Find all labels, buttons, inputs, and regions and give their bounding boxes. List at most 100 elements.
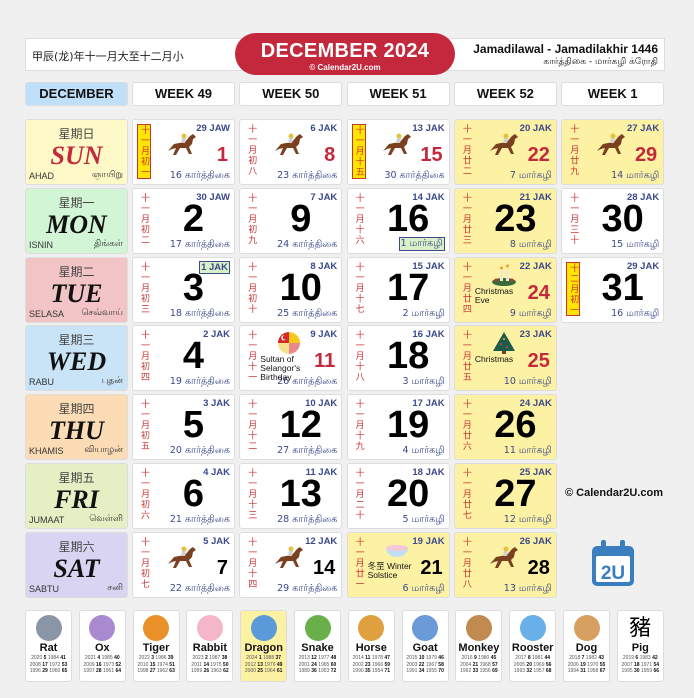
date-cell-29[interactable]: 十一月廿九 27 JAK 14 மார்கழி 29	[561, 119, 665, 185]
day-label-wed: 星期三 WED RABU புதன்	[25, 325, 128, 392]
date-cell-26[interactable]: 十一月廿六 24 JAK 11 மார்கழி 26	[453, 394, 557, 461]
day-label-thu: 星期四 THU KHAMIS வியாழன்	[25, 394, 128, 461]
zodiac-years-row: 1993 32 1957 68	[510, 668, 555, 675]
date-cell-28[interactable]: 十一月廿八 26 JAK 13 மார்கழி 28	[453, 531, 557, 598]
day-label-sun: 星期日 SUN AHAD ஞாயிறு	[25, 119, 128, 185]
date-cell-17[interactable]: 十一月十七 15 JAK 2 மார்கழி 17	[346, 256, 450, 323]
date-cell-13[interactable]: 十一月十三 11 JAK 28 கார்த்திகை 13	[239, 463, 343, 529]
date-cell-10[interactable]: 十一月初十 8 JAK 25 கார்த்திகை 10	[239, 256, 343, 323]
date-cell-23[interactable]: 十一月廿三 21 JAK 8 மார்கழி 23	[453, 187, 557, 254]
date-cell-8[interactable]: 十一月初八 6 JAK 23 கார்த்திகை 8	[239, 119, 343, 185]
date-cell-16[interactable]: 十一月十六 14 JAK 1 மார்கழி 16	[346, 187, 450, 254]
week-header-week-50[interactable]: WEEK 50	[239, 82, 343, 106]
year: 2019	[622, 655, 635, 661]
year: 2009	[83, 661, 95, 668]
zodiac-rat[interactable]: Rat 2020 5 1984 41 2008 17 1972 53 1996 2…	[25, 610, 72, 682]
zodiac-dog[interactable]: Dog 2018 7 1982 43 2006 19 1970 55 1994 3…	[563, 610, 610, 682]
date-cell-30[interactable]: 十一月三十 28 JAK 15 மார்கழி 30	[561, 187, 665, 254]
tamil-date: 21 கார்த்திகை	[169, 514, 230, 525]
date-cell-9[interactable]: 十一月初九 7 JAK 24 கார்த்திகை 9	[239, 187, 343, 254]
date-cell-1[interactable]: 十一月初一 29 JAW 16 கார்த்திகை 1	[132, 119, 235, 185]
year: 1969	[533, 661, 545, 668]
horse-racing-icon	[487, 129, 521, 159]
age: 47	[384, 655, 390, 661]
day-chinese: 星期二	[58, 264, 95, 279]
hijri-date: 8 JAK	[310, 260, 338, 272]
year: 1959	[640, 668, 653, 674]
zodiac-rabbit[interactable]: Rabbit 2023 2 1987 38 2011 14 1975 50 199…	[186, 610, 234, 682]
zodiac-horse[interactable]: Horse 2014 11 1978 47 2002 23 1966 59 199…	[347, 610, 395, 682]
date-cell-15[interactable]: 十一月十五 13 JAK 30 கார்த்திகை 15	[346, 119, 450, 185]
year: 1981	[531, 655, 544, 661]
date-cell-24[interactable]: 十一月廿四 22 JAK 9 மார்கழி Christmas Eve 24	[453, 256, 557, 323]
date-cell-14[interactable]: 十一月十四 12 JAK 29 கார்த்திகை 14	[239, 531, 343, 598]
rabbit-icon	[196, 615, 223, 641]
year: 2008	[29, 661, 41, 668]
zodiac-rooster[interactable]: Rooster 2017 8 1981 44 2005 20 1969 56 19…	[509, 610, 557, 682]
year: 1962	[156, 668, 168, 674]
age: 22	[418, 661, 425, 668]
age: 45	[490, 655, 497, 661]
date-cell-22[interactable]: 十一月廿二 20 JAK 7 மார்கழி 22	[453, 119, 557, 185]
year: 2020	[31, 655, 43, 661]
date-cell-6[interactable]: 十一月初六 4 JAK 21 கார்த்திகை 6	[132, 463, 235, 529]
day-english: SUN	[50, 141, 103, 170]
date-cell-3[interactable]: 十一月初三 1 JAK 18 கார்த்திகை 3	[132, 256, 235, 323]
date-cell-18[interactable]: 十一月十八 16 JAK 3 மார்கழி 18	[346, 325, 450, 392]
hijri-date: 7 JAK	[310, 191, 338, 203]
zodiac-years-row: 2020 5 1984 41	[26, 655, 71, 662]
age: 4	[97, 655, 101, 661]
date-cell-20[interactable]: 十一月二十 18 JAK 5 மார்கழி 20	[346, 463, 450, 529]
date-cell-21[interactable]: 十一月廿一 19 JAK 6 மார்கழி 冬至 Winter Solstice 21	[346, 531, 450, 598]
year: 1973	[102, 661, 115, 668]
year: 1974	[156, 661, 168, 668]
week-header-week-49[interactable]: WEEK 49	[132, 82, 235, 106]
zodiac-monkey[interactable]: Monkey 2016 9 1980 45 2004 21 1968 57 199…	[455, 610, 503, 682]
chinese-lunar-date: 十一月十二	[246, 399, 257, 452]
zodiac-snake[interactable]: Snake 2013 12 1977 48 2001 24 1965 60 198…	[294, 610, 341, 682]
date-cell-31[interactable]: 十二月初一 29 JAK 16 மார்கழி 31	[561, 256, 665, 323]
selangor-flag-icon	[276, 332, 302, 355]
horse-racing-icon	[594, 129, 628, 159]
week-header-week-52[interactable]: WEEK 52	[453, 82, 557, 106]
zodiac-years-row: 2011 14 1975 50	[187, 662, 232, 669]
zodiac-years-row: 1998 27 1962 63	[134, 668, 179, 675]
zodiac-dragon[interactable]: Dragon 2024 1 1988 37 2012 13 1976 49 200…	[240, 610, 288, 682]
age: 17	[42, 661, 48, 668]
day-chinese: 星期日	[58, 127, 95, 141]
year: 1993	[513, 668, 526, 674]
zodiac-years-row: 2015 10 1979 46	[403, 655, 448, 662]
zodiac-name: Rooster	[511, 642, 554, 654]
date-cell-12[interactable]: 十一月十二 10 JAK 27 கார்த்திகை 12	[239, 394, 343, 461]
date-cell-2[interactable]: 十一月初二 30 JAW 17 கார்த்திகை 2	[132, 187, 235, 254]
zodiac-ox[interactable]: Ox 2021 4 1985 40 2009 16 1973 52 1997 28…	[78, 610, 126, 682]
date-cell-27[interactable]: 十一月廿七 25 JAK 12 மார்கழி 27	[453, 463, 557, 529]
dragon-icon	[250, 615, 277, 641]
zodiac-years-row: 2008 17 1972 53	[26, 662, 71, 669]
year: 2015	[406, 655, 418, 661]
chinese-lunar-date: 十一月廿三	[460, 192, 471, 246]
age: 11	[365, 655, 371, 661]
date-cell-4[interactable]: 十一月初四 2 JAK 19 கார்த்திகை 4	[132, 325, 235, 392]
zodiac-pig[interactable]: 豬 Pig 2019 6 1983 42 2007 18 1971 54 1995 …	[616, 610, 664, 682]
date-cell-25[interactable]: 十一月廿五 23 JAK 10 மார்கழி Christmas 25	[453, 325, 557, 392]
date-cell-19[interactable]: 十一月十九 17 JAK 4 மார்கழி 19	[346, 394, 450, 461]
calendar2u-logo-icon[interactable]: 2U	[590, 538, 636, 588]
zodiac-years-row: 2023 2 1987 38	[187, 655, 232, 662]
chinese-lunar-date: 十一月廿五	[460, 330, 471, 383]
date-cell-11[interactable]: 十一月十一 9 JAK 26 கார்த்திகை Sultan of Selango…	[239, 325, 343, 392]
year: 2003	[406, 661, 418, 668]
zodiac-goat[interactable]: Goat 2015 10 1979 46 2003 22 1967 58 1991…	[401, 610, 449, 682]
year: 1960	[49, 668, 61, 674]
week-header-week-51[interactable]: WEEK 51	[346, 82, 450, 106]
year: 1983	[639, 655, 651, 661]
week-header-week-1[interactable]: WEEK 1	[561, 82, 665, 106]
date-cell-7[interactable]: 十一月初七 5 JAK 22 கார்த்திகை 7	[132, 531, 235, 598]
zodiac-years-row: 2019 6 1983 42	[618, 655, 663, 662]
week-header-month[interactable]: DECEMBER	[25, 82, 128, 106]
zodiac-tiger[interactable]: Tiger 2022 3 1986 39 2010 15 1974 51 1998…	[132, 610, 180, 682]
day-tamil: திங்கள்	[93, 238, 123, 249]
event-label: Christmas	[474, 354, 514, 365]
date-cell-5[interactable]: 十一月初五 3 JAK 20 கார்த்திகை 5	[132, 394, 235, 461]
day-tamil: புதன்	[101, 376, 123, 387]
